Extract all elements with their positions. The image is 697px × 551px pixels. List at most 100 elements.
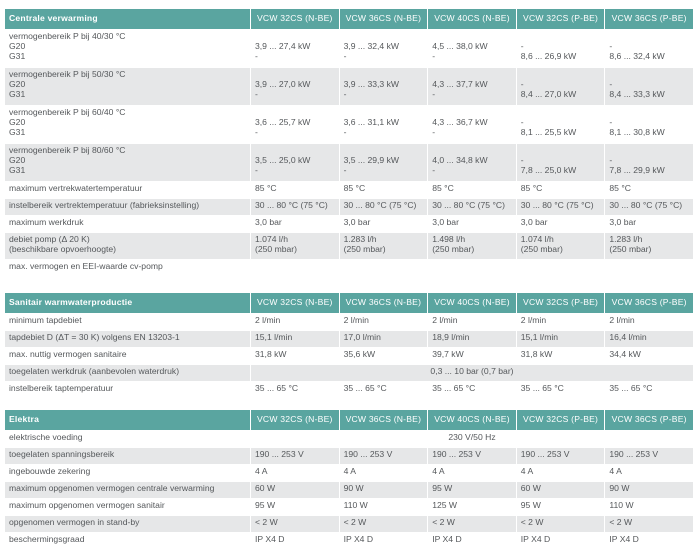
row-label: toegelaten spanningsbereik [4, 447, 251, 465]
column-header: VCW 36CS (N-BE) [338, 292, 429, 314]
cell-value [521, 261, 601, 271]
cell-value: 4 A [255, 466, 268, 476]
column-header: VCW 36CS (P-BE) [604, 292, 694, 314]
table-cell: 2 l/min [338, 313, 429, 331]
cell-value: IP X4 D [520, 534, 551, 544]
row-label: elektrische voeding [4, 430, 251, 448]
cell-value [255, 107, 335, 117]
table-cell: 3,0 bar [250, 215, 340, 233]
cell-value [609, 145, 689, 155]
row-label-line: toegelaten werkdruk (aanbevolen waterdru… [9, 366, 180, 376]
table-cell: 3,6 ... 31,1 kW - [338, 105, 429, 144]
table-cell: 85 °C [515, 181, 606, 199]
table-cell: 190 ... 253 V [250, 447, 340, 465]
table-cell: 3,0 bar [427, 215, 517, 233]
table-cell: 60 W [515, 481, 606, 499]
table-row: maximum opgenomen vermogen centrale verw… [4, 481, 694, 499]
table-cell: 35 ... 65 °C [604, 381, 694, 399]
cell-value: 35 ... 65 °C [520, 383, 564, 393]
cell-value [609, 31, 689, 41]
cell-value: 34,4 kW [609, 349, 641, 359]
column-header: VCW 36CS (N-BE) [338, 8, 429, 30]
row-label: instelbereik vertrektemperatuur (fabriek… [4, 198, 251, 216]
table-cell: 2 l/min [515, 313, 606, 331]
table-cell: 31,8 kW [250, 347, 340, 365]
cell-value [344, 31, 424, 41]
table-cell: 190 ... 253 V [515, 447, 606, 465]
cell-value: 190 ... 253 V [255, 449, 304, 459]
table-cell: -8,4 ... 33,3 kW [604, 67, 694, 106]
cell-value: 95 W [255, 500, 276, 510]
cell-value: 110 W [609, 500, 634, 510]
cell-value: 35 ... 65 °C [255, 383, 299, 393]
table-cell: 95 W [250, 498, 340, 516]
column-header: VCW 32CS (N-BE) [250, 409, 340, 431]
cell-value [432, 31, 512, 41]
cell-value: 2 l/min [255, 315, 281, 325]
table-row: max. nuttig vermogen sanitaire 31,8 kW 35,… [4, 347, 694, 365]
cell-value: 18,9 l/min [432, 332, 470, 342]
cell-value: 125 W [432, 500, 458, 510]
table-cell: 1.283 l/h (250 mbar) [604, 232, 694, 260]
row-label-line: vermogenbereik P bij 80/60 °C [9, 145, 126, 155]
row-label: vermogenbereik P bij 80/60 °C G20 G31 [4, 143, 251, 182]
cell-value: - [432, 165, 436, 175]
cell-value [432, 261, 512, 271]
spanned-value: 230 V/50 Hz [250, 430, 694, 448]
cell-value: 8,4 ... 27,0 kW [520, 89, 577, 99]
row-label: maximum opgenomen vermogen sanitair [4, 498, 251, 516]
table-cell: 85 °C [250, 181, 340, 199]
cell-value: 39,7 kW [432, 349, 464, 359]
cell-value: - [343, 127, 347, 137]
column-header: VCW 40CS (N-BE) [427, 8, 517, 30]
table-row: elektrische voeding 230 V/50 Hz [4, 430, 694, 448]
table-cell: -8,6 ... 32,4 kW [604, 29, 694, 68]
cell-value: 4 A [609, 466, 622, 476]
cell-value: 2 l/min [520, 315, 547, 325]
table-cell: 4 A [604, 464, 694, 482]
table-cell: 34,4 kW [604, 347, 694, 365]
table-cell: 3,9 ... 32,4 kW - [338, 29, 429, 68]
column-header: VCW 32CS (P-BE) [515, 409, 606, 431]
cell-value [432, 145, 512, 155]
cell-value: - [432, 89, 436, 99]
cell-value: < 2 W [432, 517, 455, 527]
cell-value [521, 69, 601, 79]
cell-value: IP X4 D [609, 534, 639, 544]
cell-value: < 2 W [343, 517, 367, 527]
table-cell: 3,5 ... 29,9 kW - [338, 143, 429, 182]
cell-value: (250 mbar) [520, 244, 563, 254]
column-header: VCW 32CS (N-BE) [250, 292, 340, 314]
table-cell: 18,9 l/min [427, 330, 517, 348]
row-label: ingebouwde zekering [4, 464, 251, 482]
row-label: maximum werkdruk [4, 215, 251, 233]
cell-value: - [255, 89, 258, 99]
cell-value: 4 A [520, 466, 534, 476]
row-label: debiet pomp (Δ 20 K) (beschikbare opvoerh… [4, 232, 251, 260]
table-cell: 35,6 kW [338, 347, 429, 365]
cell-value: 85 °C [609, 183, 631, 193]
cell-value: 30 ... 80 °C (75 °C) [609, 200, 683, 210]
row-label: max. nuttig vermogen sanitaire [4, 347, 251, 365]
cell-value: 35 ... 65 °C [609, 383, 653, 393]
table-cell: 85 °C [338, 181, 429, 199]
cell-value: 190 ... 253 V [609, 449, 659, 459]
table-cell [604, 259, 694, 282]
table-cell: 110 W [604, 498, 694, 516]
row-label: toegelaten werkdruk (aanbevolen waterdru… [4, 364, 251, 382]
table-cell: 30 ... 80 °C (75 °C) [250, 198, 340, 216]
row-label: max. vermogen en EEI-waarde cv-pomp [4, 259, 251, 282]
cell-value: 85 °C [520, 183, 543, 193]
table-cell: 2 l/min [250, 313, 340, 331]
row-label: minimum tapdebiet [4, 313, 251, 331]
cell-value [255, 145, 335, 155]
table-cell: 16,4 l/min [604, 330, 694, 348]
cell-value [344, 261, 424, 271]
row-label: vermogenbereik P bij 60/40 °C G20 G31 [4, 105, 251, 144]
table-header: Sanitair warmwaterproductie VCW 32CS (N-B… [4, 292, 694, 314]
row-label-line: maximum opgenomen vermogen centrale verw… [9, 483, 215, 493]
table-cell: 1.283 l/h (250 mbar) [338, 232, 429, 260]
cell-value [521, 145, 601, 155]
cell-value: 3,9 ... 33,3 kW [343, 79, 399, 89]
cell-value: 15,1 l/min [255, 332, 293, 342]
